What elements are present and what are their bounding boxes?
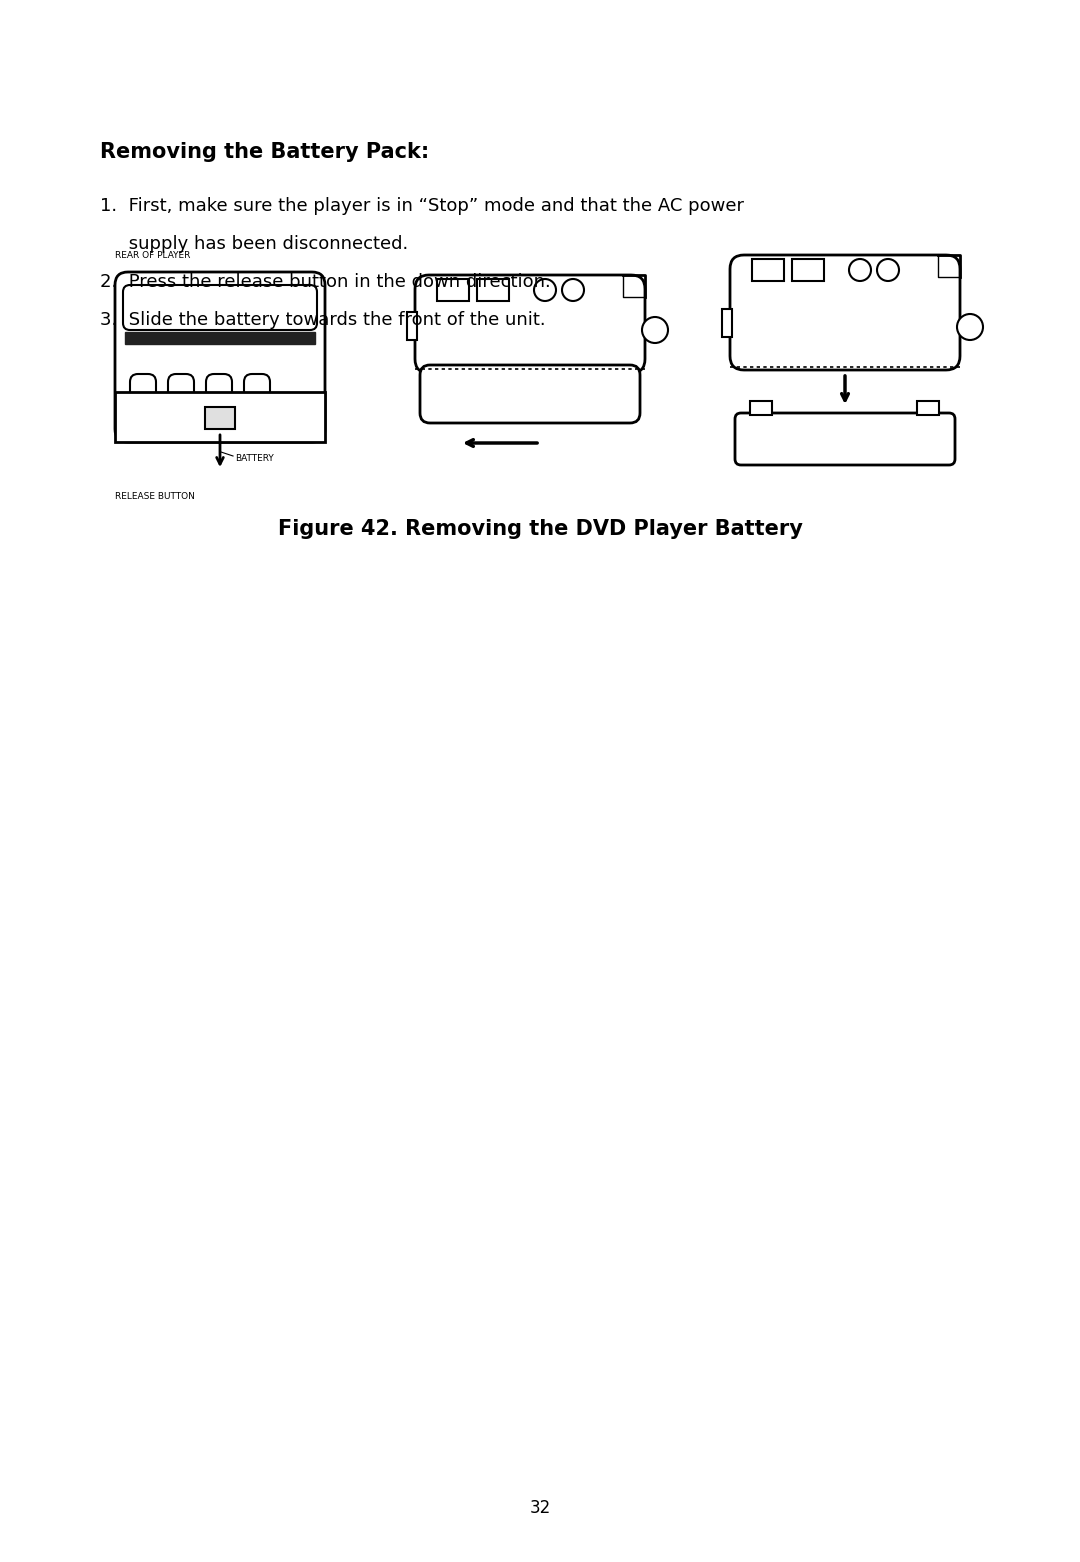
Bar <box>205 408 235 430</box>
FancyBboxPatch shape <box>123 284 318 330</box>
Text: Removing the Battery Pack:: Removing the Battery Pack: <box>100 142 429 162</box>
Circle shape <box>957 314 983 341</box>
Bar <box>437 280 469 301</box>
Bar <box>723 309 732 337</box>
Text: 3.  Slide the battery towards the front of the unit.: 3. Slide the battery towards the front o… <box>100 311 545 330</box>
Circle shape <box>562 280 584 301</box>
Circle shape <box>849 259 870 281</box>
Text: 1.  First, make sure the player is in “Stop” mode and that the AC power: 1. First, make sure the player is in “St… <box>100 197 744 216</box>
Text: Figure 42. Removing the DVD Player Battery: Figure 42. Removing the DVD Player Batte… <box>278 519 802 539</box>
Text: 32: 32 <box>529 1500 551 1517</box>
Bar <box>477 280 509 301</box>
Bar <box>752 259 784 281</box>
FancyBboxPatch shape <box>244 373 270 400</box>
Text: supply has been disconnected.: supply has been disconnected. <box>100 234 408 253</box>
Text: BATTERY: BATTERY <box>235 455 273 462</box>
Text: 2.  Press the release button in the down direction.: 2. Press the release button in the down … <box>100 273 551 291</box>
Bar <box>125 333 315 344</box>
Circle shape <box>534 280 556 301</box>
Text: REAR OF PLAYER: REAR OF PLAYER <box>114 251 190 259</box>
Bar <box>750 401 772 415</box>
Text: RELEASE BUTTON: RELEASE BUTTON <box>114 492 194 501</box>
FancyBboxPatch shape <box>415 275 645 373</box>
Bar <box>792 259 824 281</box>
Circle shape <box>642 317 669 344</box>
FancyBboxPatch shape <box>130 373 156 400</box>
FancyBboxPatch shape <box>114 272 325 442</box>
FancyBboxPatch shape <box>420 366 640 423</box>
FancyBboxPatch shape <box>735 412 955 465</box>
Bar <box>917 401 939 415</box>
Bar <box>407 312 417 341</box>
FancyBboxPatch shape <box>168 373 194 400</box>
FancyBboxPatch shape <box>730 255 960 370</box>
FancyBboxPatch shape <box>206 373 232 400</box>
Bar <box>114 392 325 442</box>
Circle shape <box>877 259 899 281</box>
